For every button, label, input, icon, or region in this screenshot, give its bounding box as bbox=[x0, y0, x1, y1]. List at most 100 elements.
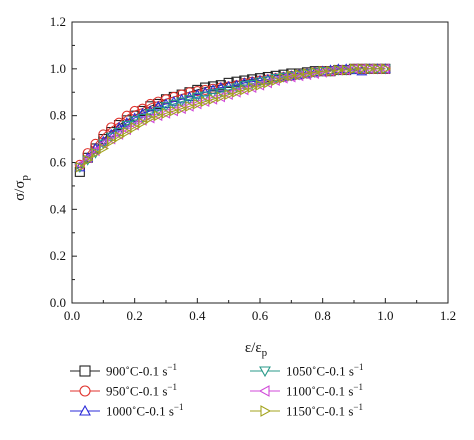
legend-item: 1050˚C-0.1 s−1 bbox=[250, 362, 363, 380]
legend-label: 950˚C-0.1 s−1 bbox=[106, 382, 177, 399]
legend-swatch bbox=[250, 405, 280, 417]
data-point bbox=[129, 112, 141, 123]
y-tick-label: 0.8 bbox=[50, 108, 66, 123]
data-point bbox=[105, 128, 117, 139]
data-point bbox=[129, 105, 140, 117]
legend-unit-exponent: −1 bbox=[353, 382, 363, 393]
data-point bbox=[74, 163, 86, 173]
data-point bbox=[75, 161, 86, 173]
x-tick-label: 1.0 bbox=[377, 308, 393, 323]
legend-item: 1000˚C-0.1 s−1 bbox=[70, 402, 183, 420]
x-tick-label: 0.8 bbox=[315, 308, 331, 323]
chart-legend: 900˚C-0.1 s−1 950˚C-0.1 s−1 1000˚C-0.1 s−1… bbox=[70, 362, 400, 438]
data-point bbox=[301, 69, 312, 81]
data-point bbox=[91, 147, 102, 159]
data-point bbox=[302, 68, 313, 79]
legend-swatch bbox=[70, 404, 100, 416]
x-tick-label: 0.6 bbox=[252, 308, 269, 323]
data-point bbox=[240, 84, 250, 96]
series-triangle-right bbox=[75, 63, 391, 173]
data-point bbox=[309, 68, 319, 79]
data-point bbox=[193, 98, 203, 110]
legend-unit-exponent: −1 bbox=[167, 362, 177, 373]
data-point bbox=[334, 64, 344, 76]
data-point bbox=[168, 95, 180, 106]
data-point bbox=[154, 110, 164, 122]
y-tick-label: 0.4 bbox=[50, 201, 67, 216]
legend-marker bbox=[79, 404, 91, 416]
data-point bbox=[201, 96, 211, 108]
data-point bbox=[192, 86, 203, 97]
data-point bbox=[184, 91, 195, 102]
legend-marker bbox=[260, 405, 272, 417]
data-point bbox=[97, 135, 109, 146]
data-point bbox=[248, 82, 258, 94]
data-point bbox=[208, 93, 219, 105]
data-point bbox=[270, 74, 282, 84]
data-point bbox=[223, 77, 234, 88]
tick-labels: 0.0 0.2 0.4 0.6 0.8 1.0 1.2 0.0 0.2 0.4 0.6 0.8 1.0 1… bbox=[50, 14, 456, 323]
legend-item: 1150˚C-0.1 s−1 bbox=[250, 402, 363, 420]
legend-swatch bbox=[70, 385, 100, 397]
data-point bbox=[138, 117, 149, 129]
data-point bbox=[113, 121, 125, 132]
data-point bbox=[357, 63, 368, 75]
legend-label: 1100˚C-0.1 s−1 bbox=[286, 382, 363, 399]
data-point bbox=[121, 110, 132, 121]
data-point bbox=[285, 71, 296, 83]
data-point bbox=[295, 69, 305, 81]
data-point bbox=[262, 76, 274, 87]
data-point bbox=[365, 63, 376, 75]
x-tick-label: 1.2 bbox=[440, 308, 456, 323]
data-point bbox=[168, 99, 180, 110]
data-point bbox=[207, 89, 219, 100]
data-point bbox=[121, 117, 133, 127]
data-point bbox=[318, 65, 329, 77]
legend-marker bbox=[79, 365, 91, 377]
data-point bbox=[74, 159, 84, 171]
data-point bbox=[238, 77, 250, 88]
data-point bbox=[255, 79, 266, 91]
data-point bbox=[216, 91, 227, 103]
data-point bbox=[122, 126, 133, 138]
data-point bbox=[160, 102, 172, 112]
data-point bbox=[146, 112, 156, 124]
data-point bbox=[152, 100, 164, 111]
data-point bbox=[169, 105, 180, 117]
data-point bbox=[287, 70, 297, 82]
data-point bbox=[199, 91, 211, 102]
data-point bbox=[373, 63, 384, 75]
y-tick-label: 1.2 bbox=[50, 14, 66, 29]
legend-label: 1050˚C-0.1 s−1 bbox=[286, 362, 364, 379]
data-point bbox=[263, 77, 274, 89]
x-tick-label: 0.2 bbox=[127, 308, 143, 323]
data-point bbox=[83, 154, 94, 166]
data-point bbox=[224, 89, 235, 101]
y-tick-label: 0.6 bbox=[50, 155, 67, 170]
data-point bbox=[144, 105, 156, 116]
data-point bbox=[317, 66, 327, 78]
data-point bbox=[232, 86, 243, 98]
data-point bbox=[90, 148, 101, 159]
data-point bbox=[107, 135, 117, 147]
legend-label: 1150˚C-0.1 s−1 bbox=[286, 402, 363, 419]
data-point bbox=[293, 70, 304, 82]
legend-label: 1000˚C-0.1 s−1 bbox=[106, 402, 184, 419]
data-point bbox=[82, 156, 94, 166]
legend-item: 900˚C-0.1 s−1 bbox=[70, 362, 177, 380]
data-point bbox=[176, 97, 188, 108]
data-point bbox=[145, 98, 156, 110]
x-tick-label: 0.4 bbox=[189, 308, 206, 323]
series-circle bbox=[74, 63, 391, 170]
legend-unit-exponent: −1 bbox=[173, 402, 184, 413]
data-point bbox=[177, 103, 188, 115]
legend-marker bbox=[258, 385, 270, 397]
legend-item: 1100˚C-0.1 s−1 bbox=[250, 382, 363, 400]
legend-swatch bbox=[250, 366, 280, 378]
y-tick-label: 0.2 bbox=[50, 248, 66, 263]
data-point bbox=[90, 142, 101, 153]
data-point bbox=[326, 65, 337, 77]
x-tick-label: 0.0 bbox=[64, 308, 80, 323]
data-series bbox=[74, 63, 391, 177]
